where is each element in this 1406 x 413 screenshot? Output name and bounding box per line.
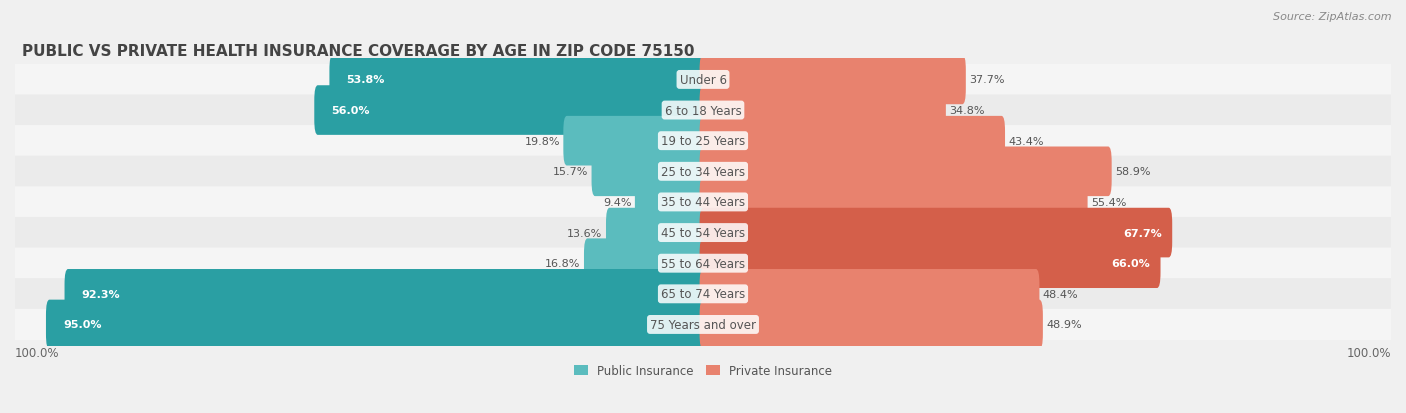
FancyBboxPatch shape xyxy=(15,156,1391,188)
FancyBboxPatch shape xyxy=(564,116,706,166)
Text: 65 to 74 Years: 65 to 74 Years xyxy=(661,287,745,301)
Text: 67.7%: 67.7% xyxy=(1123,228,1161,238)
Text: 55 to 64 Years: 55 to 64 Years xyxy=(661,257,745,270)
FancyBboxPatch shape xyxy=(700,55,966,105)
FancyBboxPatch shape xyxy=(700,269,1039,319)
FancyBboxPatch shape xyxy=(15,248,1391,279)
Text: 95.0%: 95.0% xyxy=(63,320,101,330)
Text: 9.4%: 9.4% xyxy=(603,197,631,207)
FancyBboxPatch shape xyxy=(700,239,1160,288)
FancyBboxPatch shape xyxy=(15,95,1391,126)
FancyBboxPatch shape xyxy=(700,147,1112,197)
FancyBboxPatch shape xyxy=(700,116,1005,166)
Text: 15.7%: 15.7% xyxy=(553,167,588,177)
FancyBboxPatch shape xyxy=(700,208,1173,258)
FancyBboxPatch shape xyxy=(700,178,1088,227)
Text: 48.9%: 48.9% xyxy=(1046,320,1083,330)
Text: 56.0%: 56.0% xyxy=(332,106,370,116)
Text: 43.4%: 43.4% xyxy=(1008,136,1045,146)
Text: 37.7%: 37.7% xyxy=(969,75,1005,85)
Text: 55.4%: 55.4% xyxy=(1091,197,1126,207)
Text: 48.4%: 48.4% xyxy=(1043,289,1078,299)
Text: Source: ZipAtlas.com: Source: ZipAtlas.com xyxy=(1274,12,1392,22)
Text: 16.8%: 16.8% xyxy=(546,259,581,268)
Text: 34.8%: 34.8% xyxy=(949,106,984,116)
FancyBboxPatch shape xyxy=(315,86,706,135)
FancyBboxPatch shape xyxy=(606,208,706,258)
Text: 92.3%: 92.3% xyxy=(82,289,121,299)
FancyBboxPatch shape xyxy=(15,126,1391,157)
Text: Under 6: Under 6 xyxy=(679,74,727,87)
Text: PUBLIC VS PRIVATE HEALTH INSURANCE COVERAGE BY AGE IN ZIP CODE 75150: PUBLIC VS PRIVATE HEALTH INSURANCE COVER… xyxy=(22,44,695,59)
FancyBboxPatch shape xyxy=(46,300,706,349)
Text: 58.9%: 58.9% xyxy=(1115,167,1150,177)
FancyBboxPatch shape xyxy=(329,55,706,105)
Text: 19 to 25 Years: 19 to 25 Years xyxy=(661,135,745,148)
Text: 75 Years and over: 75 Years and over xyxy=(650,318,756,331)
FancyBboxPatch shape xyxy=(15,217,1391,249)
Text: 35 to 44 Years: 35 to 44 Years xyxy=(661,196,745,209)
FancyBboxPatch shape xyxy=(592,147,706,197)
Text: 19.8%: 19.8% xyxy=(524,136,560,146)
Text: 25 to 34 Years: 25 to 34 Years xyxy=(661,166,745,178)
Legend: Public Insurance, Private Insurance: Public Insurance, Private Insurance xyxy=(574,365,832,377)
FancyBboxPatch shape xyxy=(15,278,1391,310)
Text: 45 to 54 Years: 45 to 54 Years xyxy=(661,226,745,240)
Text: 100.0%: 100.0% xyxy=(15,346,59,359)
FancyBboxPatch shape xyxy=(15,187,1391,218)
FancyBboxPatch shape xyxy=(15,65,1391,96)
FancyBboxPatch shape xyxy=(700,300,1043,349)
FancyBboxPatch shape xyxy=(636,178,706,227)
Text: 100.0%: 100.0% xyxy=(1347,346,1391,359)
FancyBboxPatch shape xyxy=(15,309,1391,340)
Text: 13.6%: 13.6% xyxy=(567,228,603,238)
Text: 53.8%: 53.8% xyxy=(347,75,385,85)
Text: 66.0%: 66.0% xyxy=(1112,259,1150,268)
Text: 6 to 18 Years: 6 to 18 Years xyxy=(665,104,741,117)
FancyBboxPatch shape xyxy=(700,86,946,135)
FancyBboxPatch shape xyxy=(583,239,706,288)
FancyBboxPatch shape xyxy=(65,269,706,319)
